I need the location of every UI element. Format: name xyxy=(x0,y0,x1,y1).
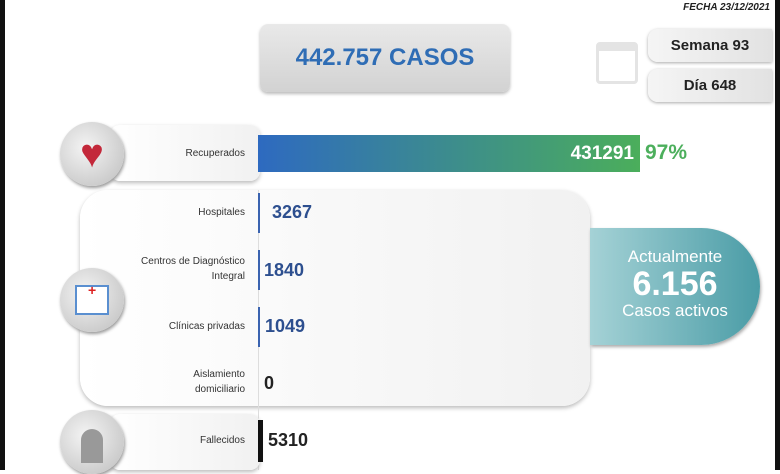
hospitalized-card xyxy=(80,190,590,406)
recovered-value: 431291 xyxy=(570,142,634,164)
clinicas-label: Clínicas privadas xyxy=(168,321,245,332)
calendar-icon xyxy=(596,42,638,84)
active-value: 6.156 xyxy=(632,265,718,303)
heart-icon: ♥ xyxy=(60,122,124,186)
cdi-label: Centros de Diagnóstico Integral xyxy=(141,256,245,282)
cdi-value: 1840 xyxy=(264,260,305,280)
left-border xyxy=(0,0,5,470)
clinicas-value: 1049 xyxy=(265,316,306,336)
cdi-bar xyxy=(258,250,260,290)
recovered-percent: 97% xyxy=(645,141,688,164)
right-border xyxy=(775,0,780,470)
deaths-value: 5310 xyxy=(268,430,309,450)
hospitales-bar xyxy=(258,193,260,233)
week-badge: Semana 93 xyxy=(648,29,772,62)
recovered-bar: 431291 xyxy=(258,135,640,172)
hospitales-label: Hospitales xyxy=(198,207,245,218)
hospitales-value: 3267 xyxy=(272,202,313,222)
clinicas-bar xyxy=(258,307,260,347)
aislamiento-label: Aislamiento domiciliario xyxy=(193,369,245,395)
total-cases-box: 442.757 CASOS xyxy=(260,24,510,92)
deaths-bar xyxy=(258,420,263,462)
deaths-label: Fallecidos xyxy=(199,435,245,446)
active-cases-badge: Actualmente 6.156 Casos activos xyxy=(590,228,760,345)
active-suffix: Casos activos xyxy=(622,301,728,320)
tombstone-icon xyxy=(60,410,124,474)
recovered-label: Recuperados xyxy=(185,148,245,159)
report-date: FECHA 23/12/2021 xyxy=(683,2,770,13)
aislamiento-value: 0 xyxy=(264,373,275,393)
recovered-label-card xyxy=(110,125,260,181)
day-badge: Día 648 xyxy=(648,69,772,102)
hospital-icon: + xyxy=(60,268,124,332)
deaths-label-card xyxy=(110,414,260,470)
active-prefix: Actualmente xyxy=(627,247,723,266)
